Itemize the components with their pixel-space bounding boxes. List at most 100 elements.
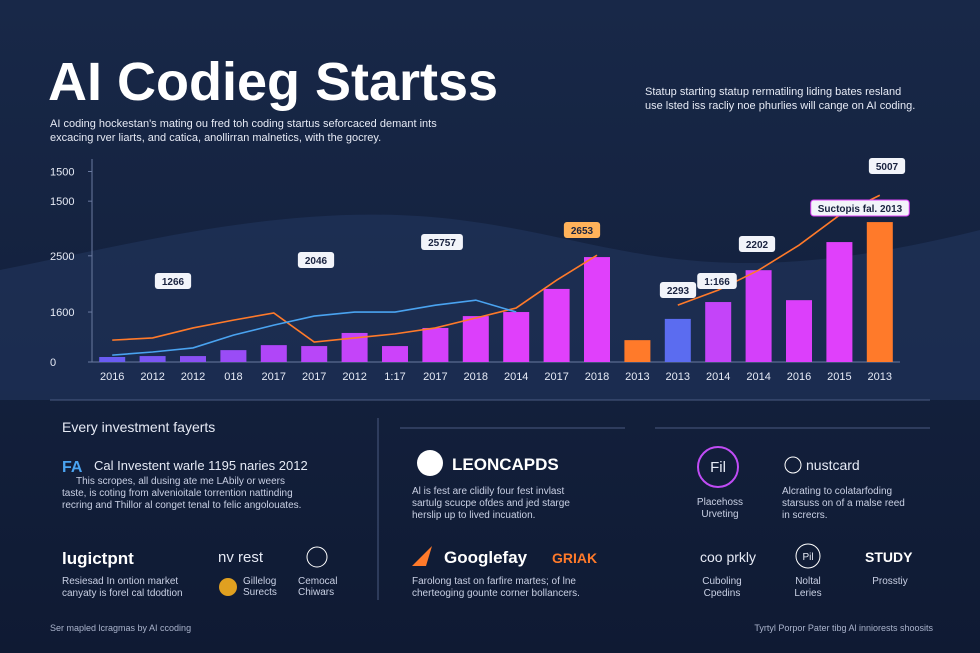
- brand: nv rest: [218, 549, 264, 566]
- bar: [786, 300, 812, 362]
- brand: coo prkly: [700, 549, 756, 565]
- label: Cuboling: [702, 576, 741, 587]
- panel-body: herslip up to lived incuation.: [412, 510, 535, 521]
- annotation-box: [697, 273, 737, 289]
- bar: [745, 270, 772, 362]
- annotation-box: [868, 158, 906, 174]
- x-tick-label: 2017: [423, 371, 447, 383]
- logo: FA: [62, 459, 83, 476]
- x-tick-label: 2017: [262, 371, 286, 383]
- x-tick-label: 2012: [140, 371, 164, 383]
- label: Prosstiy: [872, 576, 908, 587]
- brand: Googlefay: [444, 548, 528, 567]
- annotation-box: [154, 273, 192, 289]
- annotation: 2293: [667, 286, 690, 297]
- x-tick-label: 2013: [666, 371, 690, 383]
- annotation-box: [297, 252, 335, 268]
- label: Leries: [794, 588, 821, 599]
- panel-body: Alcrating to colatarfoding: [782, 486, 892, 497]
- bar: [503, 312, 530, 362]
- logo-icon: [412, 546, 432, 566]
- bar: [180, 356, 206, 362]
- panel-body: starsuss on of a malse reed: [782, 498, 905, 509]
- x-tick-label: 2014: [706, 371, 730, 383]
- y-tick-label: 2500: [50, 251, 74, 263]
- panel-title: Cal Investent warle 1195 naries 2012: [94, 458, 308, 473]
- bar: [826, 242, 853, 362]
- x-tick-label: 2013: [625, 371, 649, 383]
- panel-body: sartulg scucpe ofdes and jed starge: [412, 498, 570, 509]
- panel-body: recring and Thillor al conget tenal to f…: [62, 500, 301, 511]
- bar: [705, 302, 732, 362]
- x-tick-label: 2014: [746, 371, 770, 383]
- logo: Fil: [710, 459, 726, 476]
- bar: [220, 350, 247, 362]
- caption: Farolong tast on farfire martes; of lne: [412, 576, 576, 587]
- panel-body: Al is fest are clidily four fest invlast: [412, 486, 564, 497]
- brand: Chiwars: [298, 587, 334, 598]
- brand: lugictpnt: [62, 549, 134, 568]
- annotation-box: [659, 282, 697, 298]
- bar: [422, 327, 449, 362]
- subtitle: AI coding hockestan's mating ou fred toh…: [50, 118, 437, 130]
- bar: [543, 288, 570, 362]
- label: Placehoss: [697, 497, 743, 508]
- caption: cherteoging gounte corner bollancers.: [412, 588, 580, 599]
- brand: Surects: [243, 587, 277, 598]
- bar: [382, 346, 408, 362]
- logo-icon: [417, 450, 443, 476]
- bar: [664, 318, 691, 362]
- brand: STUDY: [865, 549, 913, 565]
- panel-body: taste, is coting from alvenioitale torre…: [62, 488, 293, 499]
- panel-body: This scropes, all dusing ate me LAbily o…: [76, 476, 285, 487]
- x-tick-label: 2018: [585, 371, 609, 383]
- caption: canyaty is forel cal tdodtion: [62, 588, 183, 599]
- bar: [866, 222, 893, 362]
- bar: [139, 356, 166, 362]
- footer: Tyrtyl Porpor Pater tibg Al inniorests s…: [754, 623, 933, 633]
- bar: [462, 316, 489, 362]
- logo-icon: [219, 578, 237, 596]
- x-tick-label: 2017: [302, 371, 326, 383]
- annotation: 25757: [428, 238, 456, 249]
- x-tick-label: 1:17: [384, 371, 405, 383]
- annotation-box: [810, 199, 910, 217]
- bar: [260, 345, 287, 362]
- y-tick-label: 0: [50, 357, 56, 369]
- annotation-box: [563, 222, 601, 238]
- x-tick-label: 2012: [181, 371, 205, 383]
- label: Cpedins: [704, 588, 741, 599]
- annotation: 2653: [571, 226, 594, 237]
- x-tick-label: 2018: [464, 371, 488, 383]
- x-tick-label: 2013: [868, 371, 892, 383]
- y-tick-label: 1500: [50, 166, 74, 178]
- logo-icon: [784, 456, 802, 474]
- y-tick-label: 1500: [50, 196, 74, 208]
- brand: Gillelog: [243, 576, 276, 587]
- panel-body: in screcrs.: [782, 510, 828, 521]
- x-tick-label: 018: [224, 371, 242, 383]
- bar: [301, 346, 328, 362]
- subtitle: excacing rver liarts, and catica, anolli…: [50, 132, 381, 144]
- note: Statup starting statup rermatiling lidin…: [645, 86, 901, 98]
- annotation: 2046: [305, 256, 328, 267]
- note: use lsted iss racliy noe phurlies will c…: [645, 100, 915, 112]
- bar: [624, 340, 651, 362]
- title: AI Codieg Startss: [48, 52, 498, 112]
- label: Noltal: [795, 576, 821, 587]
- annotation: Suctopis fal. 2013: [818, 204, 903, 215]
- y-tick-label: 1600: [50, 307, 74, 319]
- annotation-box: [421, 234, 463, 250]
- x-tick-label: 2017: [544, 371, 568, 383]
- globe-icon: [306, 546, 328, 568]
- brand: nustcard: [806, 457, 860, 473]
- logo-icon: [697, 446, 739, 488]
- annotation: 5007: [876, 162, 899, 173]
- x-tick-label: 2014: [504, 371, 528, 383]
- label: Urveting: [701, 509, 738, 520]
- annotation-box: [738, 236, 776, 252]
- brand: Pil: [802, 552, 813, 563]
- x-tick-label: 2016: [787, 371, 811, 383]
